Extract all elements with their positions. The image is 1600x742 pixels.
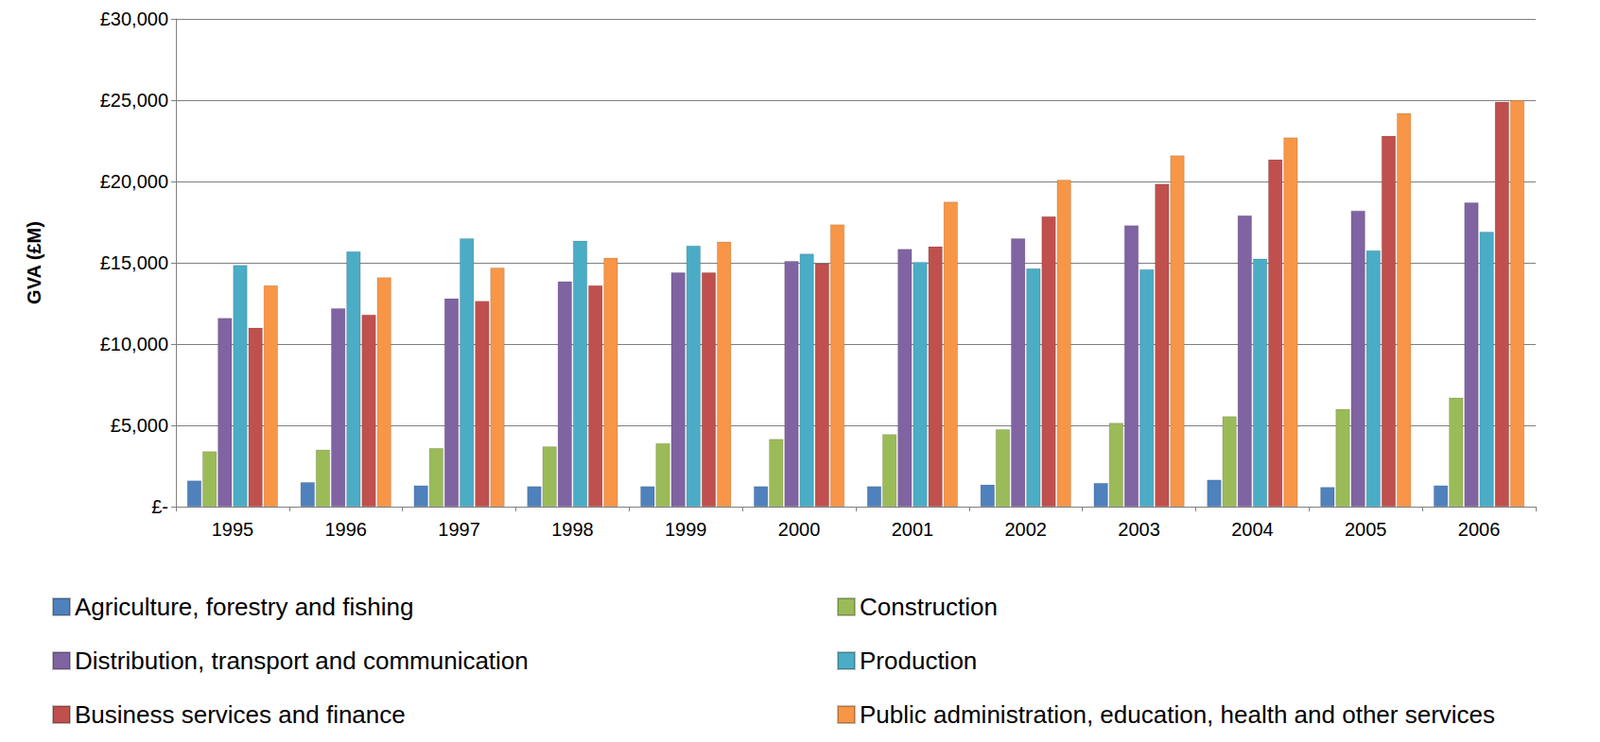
svg-text:£25,000: £25,000 (100, 89, 169, 111)
svg-text:2000: 2000 (778, 519, 821, 540)
svg-text:1997: 1997 (437, 519, 481, 540)
svg-text:1995: 1995 (211, 519, 254, 540)
svg-text:Production: Production (859, 646, 977, 676)
svg-text:£-: £- (151, 496, 169, 518)
svg-text:Agriculture, forestry and fish: Agriculture, forestry and fishing (74, 592, 414, 622)
svg-text:Distribution, transport and co: Distribution, transport and communicatio… (74, 646, 529, 676)
svg-text:2001: 2001 (891, 519, 935, 540)
svg-text:£10,000: £10,000 (100, 333, 169, 355)
svg-text:Public administration, educati: Public administration, education, health… (859, 700, 1496, 730)
svg-text:2004: 2004 (1231, 519, 1274, 540)
svg-text:£20,000: £20,000 (100, 171, 169, 192)
svg-text:2005: 2005 (1344, 519, 1388, 540)
svg-text:1996: 1996 (325, 519, 368, 540)
svg-text:GVA (£M): GVA (£M) (23, 221, 45, 305)
svg-text:£5,000: £5,000 (110, 415, 169, 436)
svg-text:Business services and finance: Business services and finance (74, 700, 406, 730)
svg-text:2006: 2006 (1458, 519, 1501, 540)
svg-text:1999: 1999 (664, 519, 708, 540)
svg-text:2003: 2003 (1117, 519, 1161, 540)
svg-text:£15,000: £15,000 (100, 252, 169, 274)
svg-text:2002: 2002 (1005, 519, 1048, 540)
svg-text:1998: 1998 (551, 519, 594, 540)
svg-text:Construction: Construction (859, 592, 998, 622)
svg-text:£30,000: £30,000 (100, 8, 169, 30)
